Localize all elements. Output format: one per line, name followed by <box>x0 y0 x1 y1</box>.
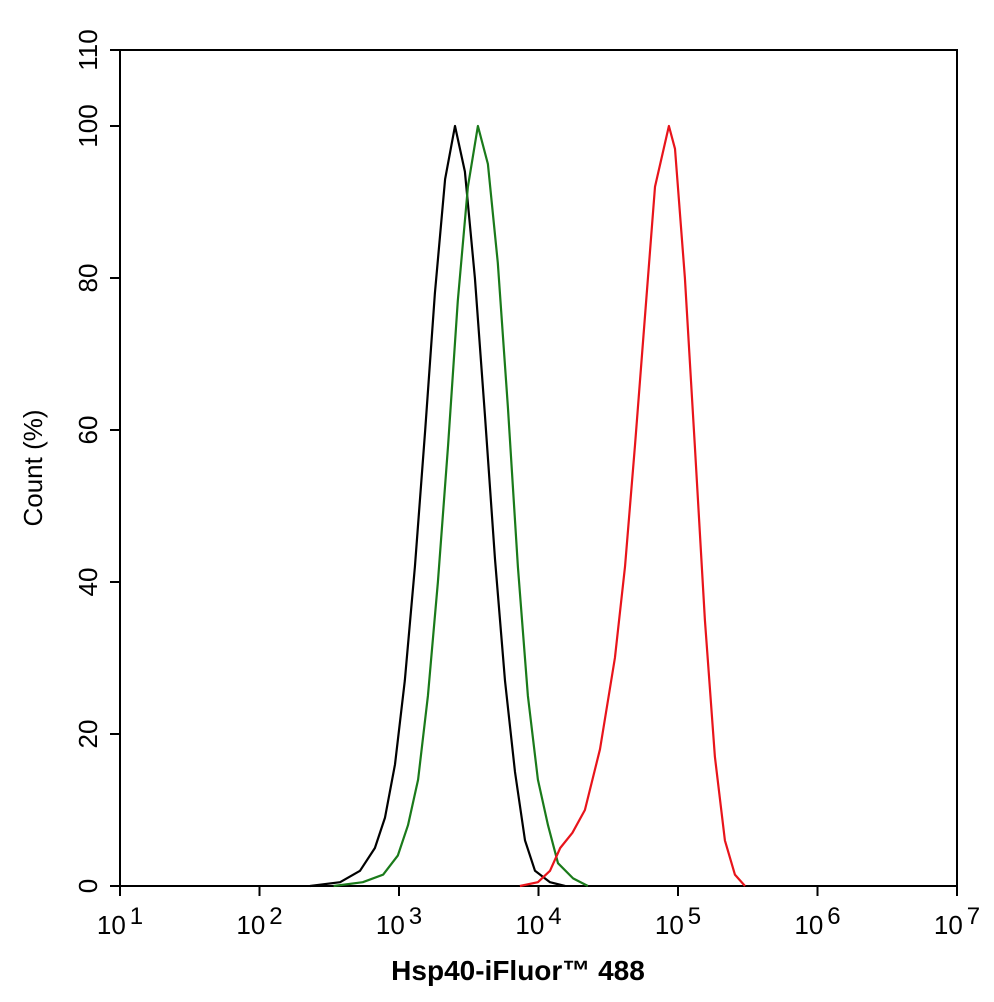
x-tick-base: 10 <box>376 910 405 940</box>
y-tick-label: 20 <box>73 720 103 749</box>
x-tick-exponent: 5 <box>688 903 701 930</box>
x-tick-exponent: 4 <box>548 903 561 930</box>
y-tick-label: 60 <box>73 416 103 445</box>
x-tick-label: 10 4 <box>515 903 561 940</box>
x-tick-base: 10 <box>236 910 265 940</box>
x-tick-exponent: 7 <box>967 903 980 930</box>
y-tick-label: 110 <box>73 29 103 70</box>
series-line <box>309 124 566 888</box>
x-tick-exponent: 2 <box>269 903 282 930</box>
y-tick-label: 40 <box>73 568 103 597</box>
x-axis-label: Hsp40-iFluor™ 488 <box>391 955 645 986</box>
x-tick-base: 10 <box>515 910 544 940</box>
series-line <box>519 124 746 888</box>
x-tick-label: 10 2 <box>236 903 282 940</box>
x-tick-label: 10 1 <box>97 903 143 940</box>
x-tick-label: 10 6 <box>794 903 840 940</box>
x-tick-exponent: 6 <box>827 903 840 930</box>
y-tick-label: 80 <box>73 264 103 293</box>
plot-frame <box>119 49 958 887</box>
x-tick-label: 10 3 <box>376 903 422 940</box>
x-tick-exponent: 1 <box>130 903 143 930</box>
y-axis-label: Count (%) <box>18 409 48 526</box>
x-tick-label: 10 7 <box>934 903 980 940</box>
x-tick-base: 10 <box>655 910 684 940</box>
y-tick-label: 100 <box>73 104 103 147</box>
x-tick-base: 10 <box>97 910 126 940</box>
x-tick-base: 10 <box>934 910 963 940</box>
series-line <box>333 124 589 888</box>
x-tick-label: 10 5 <box>655 903 701 940</box>
y-tick-label: 0 <box>73 879 103 893</box>
x-tick-base: 10 <box>794 910 823 940</box>
x-tick-exponent: 3 <box>409 903 422 930</box>
